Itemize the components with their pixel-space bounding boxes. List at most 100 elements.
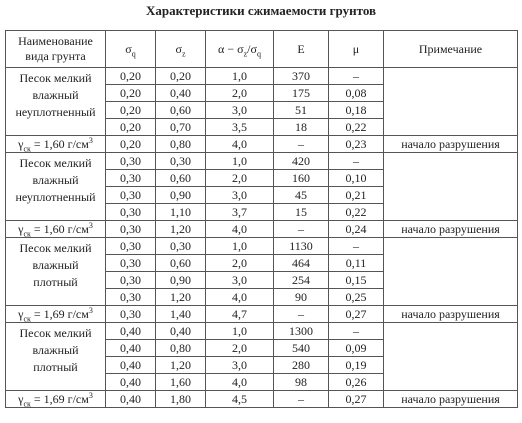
- cell: 1,10: [155, 203, 206, 221]
- cell: 0,10: [328, 169, 384, 187]
- cell: 4,7: [205, 305, 274, 323]
- text: γ: [18, 391, 24, 406]
- density-row: γск = 1,69 г/см3 0,40 1,80 4,5–0,27 начало р…: [5, 390, 518, 408]
- note-cell: [383, 67, 518, 136]
- cell: 2,0: [205, 169, 274, 187]
- cell: 1,0: [205, 152, 274, 170]
- header-line: вида грунта: [9, 49, 102, 64]
- cell: 0,30: [105, 271, 156, 289]
- text: вида грунта: [25, 49, 86, 63]
- header-cell: α − σz/σq: [205, 30, 274, 68]
- cell: 0,18: [328, 101, 384, 119]
- cell: 0,30: [105, 305, 156, 323]
- text: γ: [18, 136, 24, 151]
- soil-name-line: неуплотненный: [15, 190, 96, 204]
- cell: 464: [273, 254, 329, 272]
- cell: 1,0: [205, 67, 274, 85]
- cell: 3,7: [205, 203, 274, 221]
- data-row: Песок мелкий влажный плотный 0,30 0,30 1,0 113…: [5, 237, 518, 306]
- text: /σ: [247, 41, 257, 56]
- subscript: z: [181, 48, 186, 58]
- data-row: 0,30 0,90 3,0 254 0,15: [6, 271, 518, 289]
- text: μ: [352, 41, 360, 56]
- cell: 0,30: [105, 254, 156, 272]
- note: начало разрушения: [383, 390, 518, 408]
- density-label: γск = 1,69 г/см3: [5, 305, 106, 323]
- cell: 1130: [273, 237, 329, 255]
- header-cell: σz: [155, 30, 206, 68]
- text: Наименование: [18, 34, 93, 48]
- cell: 4,0: [205, 373, 274, 391]
- cell: 0,27: [328, 390, 384, 408]
- table-title: Характеристики сжимаемости грунтов: [145, 3, 377, 18]
- cell: 0,26: [328, 373, 384, 391]
- cell: 1,20: [155, 288, 206, 306]
- text: σ: [125, 41, 132, 56]
- data-row: 0,30 1,20 4,0 90 0,25: [6, 288, 518, 306]
- density-label: γск = 1,69 г/см3: [5, 390, 106, 408]
- cell: 15: [273, 203, 329, 221]
- cell: 370: [273, 67, 329, 85]
- soil-name: Песок мелкий влажный неуплотненный: [5, 67, 106, 136]
- cell: 18: [273, 118, 329, 136]
- cell: 90: [273, 288, 329, 306]
- cell: 1,20: [155, 220, 206, 238]
- header-cell: μ: [328, 30, 384, 68]
- text: σ: [175, 41, 182, 56]
- cell: 0,40: [105, 322, 156, 340]
- cell: 3,0: [205, 186, 274, 204]
- density-row: γск = 1,69 г/см3 0,30 1,40 4,7–0,27 начало р…: [5, 305, 518, 323]
- cell: 2,0: [205, 339, 274, 357]
- superscript: 3: [88, 390, 93, 400]
- subscript: q: [256, 48, 261, 58]
- text: = 1,60 г/см: [30, 136, 89, 151]
- density-label: γск = 1,60 г/см3: [5, 220, 106, 238]
- cell: 0,25: [328, 288, 384, 306]
- cell: 160: [273, 169, 329, 187]
- header-cell: Примечание: [383, 30, 518, 68]
- data-row: 0,30 0,60 2,0 160 0,10: [6, 169, 518, 187]
- cell: 0,30: [105, 237, 156, 255]
- cell: –: [328, 237, 384, 255]
- cell: 0,15: [328, 271, 384, 289]
- cell: 0,20: [105, 101, 156, 119]
- subscript: ск: [23, 398, 31, 408]
- cell: 0,20: [105, 118, 156, 136]
- cell: 0,30: [105, 186, 156, 204]
- cell: 51: [273, 101, 329, 119]
- text: = 1,69 г/см: [30, 306, 89, 321]
- header-line: Примечание: [387, 42, 514, 57]
- note-cell: [383, 237, 518, 306]
- data-row: 0,20 0,60 3,0 51 0,18: [6, 101, 518, 119]
- cell: 0,60: [155, 169, 206, 187]
- cell: 0,30: [105, 288, 156, 306]
- header-line: Наименование: [9, 34, 102, 49]
- cell: –: [273, 135, 329, 153]
- data-row: 0,40 0,80 2,0 540 0,09: [6, 339, 518, 357]
- data-row: 0,30 0,90 3,0 45 0,21: [6, 186, 518, 204]
- note: начало разрушения: [383, 135, 518, 153]
- cell: 0,30: [105, 203, 156, 221]
- cell: 0,40: [105, 390, 156, 408]
- cell: 4,0: [205, 135, 274, 153]
- cell: –: [273, 390, 329, 408]
- cell: 4,0: [205, 288, 274, 306]
- soil-name-line: плотный: [33, 360, 78, 374]
- superscript: 3: [88, 135, 93, 145]
- subscript: ск: [23, 228, 31, 238]
- cell: 1,0: [205, 237, 274, 255]
- cell: 0,22: [328, 203, 384, 221]
- header-cell: Наименование вида грунта: [5, 30, 106, 68]
- cell: 98: [273, 373, 329, 391]
- header-line: σq: [109, 41, 152, 58]
- cell: 2,0: [205, 254, 274, 272]
- data-row: 0,20 0,70 3,5 18 0,22: [6, 118, 518, 136]
- soil-name-line: влажный: [32, 343, 79, 357]
- subscript: z: [243, 48, 248, 58]
- header-line: σz: [159, 41, 202, 58]
- cell: 0,80: [155, 339, 206, 357]
- density-row: γск = 1,60 г/см3 0,30 1,20 4,0–0,24 начало р…: [5, 220, 518, 238]
